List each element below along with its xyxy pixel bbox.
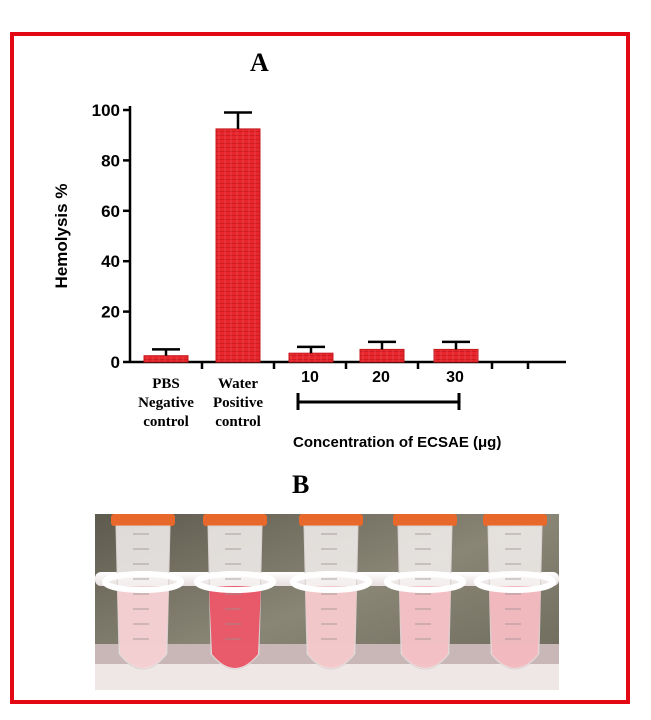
test-tubes-illustration — [95, 514, 559, 690]
y-tick-label: 40 — [101, 252, 120, 271]
tube-liquid — [305, 586, 357, 668]
x-tick-label: PBS — [152, 376, 180, 392]
x-tick-label: Positive — [213, 395, 263, 411]
tube-cap — [111, 514, 175, 526]
x-tick-label: Water — [218, 376, 258, 392]
tube-liquid — [117, 586, 169, 668]
tube-liquid — [489, 586, 541, 668]
x-tick-label: control — [143, 414, 189, 430]
tube-cap — [299, 514, 363, 526]
bar — [288, 352, 334, 363]
panel-b-label: B — [292, 470, 310, 499]
x-tick-label: 10 — [301, 369, 319, 386]
y-tick-label: 60 — [101, 202, 120, 221]
rack-ring — [474, 571, 556, 593]
rack-ring — [194, 571, 276, 593]
x-tick-label: 20 — [372, 369, 390, 386]
panel-a-label: A — [250, 48, 269, 77]
bar — [215, 128, 261, 363]
x-tick-label: 30 — [446, 369, 464, 386]
y-tick-label: 20 — [101, 303, 120, 322]
bar — [359, 348, 405, 363]
y-tick-label: 100 — [92, 101, 120, 120]
y-tick-label: 80 — [101, 151, 120, 170]
bar — [143, 355, 189, 363]
test-tubes-photo — [95, 514, 559, 690]
bar — [433, 348, 479, 363]
tube-liquid — [399, 586, 451, 668]
rack-ring — [384, 571, 466, 593]
rack-ring — [290, 571, 372, 593]
x-tick-label: Negative — [138, 395, 194, 411]
x-tick-label: control — [215, 414, 261, 430]
y-axis-label: Hemolysis % — [52, 184, 71, 289]
y-tick-label: 0 — [111, 353, 120, 372]
tube-cap — [483, 514, 547, 526]
tube-liquid — [209, 586, 261, 668]
rack-ring — [102, 571, 184, 593]
tube-cap — [203, 514, 267, 526]
bracket-label: Concentration of ECSAE (μg) — [293, 434, 501, 451]
tube-cap — [393, 514, 457, 526]
